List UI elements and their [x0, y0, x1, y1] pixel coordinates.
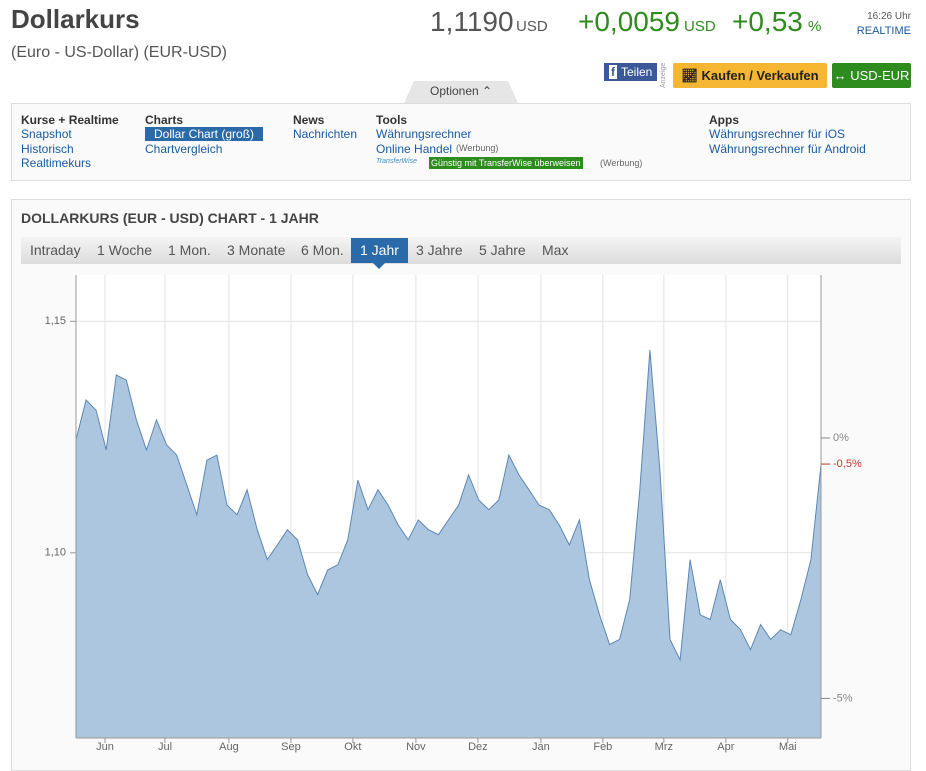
- tab[interactable]: 1 Jahr: [351, 238, 408, 263]
- tab[interactable]: 1 Woche: [97, 242, 152, 258]
- x-tick-label: Dez: [468, 741, 488, 753]
- tab[interactable]: 3 Jahre: [416, 242, 463, 258]
- realtime: REALTIME: [856, 25, 911, 37]
- fb-icon: f: [609, 65, 617, 79]
- tab-bar: [21, 237, 901, 264]
- promo-logo: TransferWise: [376, 158, 418, 165]
- ad-note: (Werbung): [456, 143, 499, 153]
- price: 1,1190: [430, 6, 514, 37]
- y2-tick-label: -0,5%: [833, 458, 862, 470]
- y-tick-label: 1,15: [45, 315, 66, 327]
- share-button[interactable]: f Teilen: [604, 63, 658, 81]
- promo[interactable]: Günstig mit TransferWise überweisen: [429, 157, 583, 169]
- nav-link[interactable]: Währungsrechner für iOS: [709, 127, 846, 141]
- tab-pointer: [373, 263, 385, 269]
- tab[interactable]: 3 Monate: [227, 242, 286, 258]
- nav-link[interactable]: Nachrichten: [293, 127, 358, 141]
- share-label: Teilen: [621, 65, 653, 79]
- x-tick-label: Feb: [593, 741, 612, 753]
- nav-heading: Tools: [376, 113, 408, 127]
- nav-link[interactable]: Dollar Chart (groß): [145, 127, 263, 141]
- change-unit: USD: [684, 18, 716, 35]
- nav-link[interactable]: Chartvergleich: [145, 141, 223, 156]
- trade-label: Kaufen / Verkaufen: [701, 68, 819, 83]
- nav-link[interactable]: Realtimekurs: [21, 156, 92, 170]
- y-tick-label: 1,10: [45, 547, 66, 559]
- nav-link[interactable]: Währungsrechner: [376, 127, 472, 141]
- y2-tick-label: 0%: [833, 432, 849, 444]
- pair-button[interactable]: ↔ USD-EUR: [832, 63, 911, 88]
- title: Dollarkurs: [11, 4, 140, 34]
- options-tab[interactable]: [404, 81, 518, 103]
- nav-heading: News: [293, 113, 325, 127]
- subtitle: (Euro - US-Dollar) (EUR-USD): [11, 44, 228, 61]
- promo-ad: (Werbung): [600, 158, 643, 168]
- nav-heading: Apps: [709, 113, 739, 127]
- pct-unit: %: [808, 18, 822, 35]
- x-tick-label: Jan: [532, 741, 550, 753]
- x-tick-label: Mrz: [655, 741, 673, 753]
- tab[interactable]: 5 Jahre: [479, 242, 526, 258]
- nav-heading: Charts: [145, 113, 184, 127]
- change-pct: +0,53: [732, 6, 803, 37]
- x-tick-label: Apr: [717, 741, 734, 753]
- x-tick-label: Okt: [344, 741, 361, 753]
- tab[interactable]: 1 Mon.: [168, 242, 211, 258]
- y2-tick-label: -5%: [833, 692, 853, 704]
- time: 16:26 Uhr: [867, 11, 911, 22]
- x-tick-label: Nov: [406, 741, 426, 753]
- options-text: Optionen: [430, 84, 479, 98]
- pair-label: USD-EUR: [850, 68, 910, 83]
- tab[interactable]: Max: [542, 242, 569, 258]
- trade-button[interactable]: 📈︎ Kaufen / Verkaufen: [673, 63, 827, 88]
- x-tick-label: Mai: [779, 741, 797, 753]
- change: +0,0059: [578, 6, 680, 37]
- tab[interactable]: Intraday: [30, 242, 81, 258]
- nav-link[interactable]: Historisch: [21, 141, 74, 156]
- tab[interactable]: 6 Mon.: [301, 242, 344, 258]
- panel-title: DOLLARKURS (EUR - USD) CHART - 1 JAHR: [21, 210, 319, 226]
- options-label[interactable]: Optionen ⌃: [430, 84, 493, 98]
- price-unit: USD: [516, 18, 548, 35]
- x-tick-label: Jul: [158, 741, 172, 753]
- nav-link[interactable]: Snapshot: [21, 127, 72, 141]
- nav-heading: Kurse + Realtime: [21, 113, 119, 127]
- line: [75, 349, 822, 662]
- x-tick-label: Jun: [96, 741, 114, 753]
- nav-link[interactable]: Online Handel: [376, 141, 453, 156]
- x-tick-label: Sep: [281, 741, 301, 753]
- area: [76, 350, 821, 738]
- x-tick-label: Aug: [219, 741, 239, 753]
- nav-link[interactable]: Währungsrechner für Android: [709, 141, 866, 156]
